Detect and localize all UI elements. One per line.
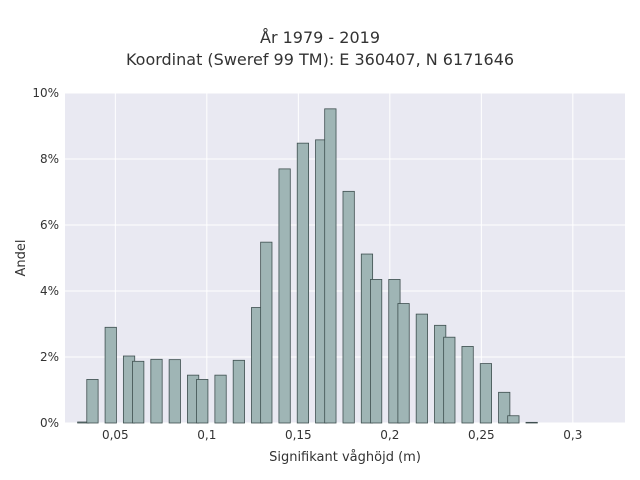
histogram-bar [196, 379, 209, 424]
y-tick-label: 8% [40, 152, 59, 166]
chart-subtitle: Koordinat (Sweref 99 TM): E 360407, N 61… [125, 50, 515, 69]
x-tick-label: 0,15 [285, 428, 312, 442]
histogram-bar [260, 241, 273, 424]
histogram-bar [498, 391, 511, 424]
x-axis-label: Signifikant våghöjd (m) [269, 450, 421, 465]
histogram-bar [278, 168, 291, 424]
x-tick-label: 0,05 [102, 428, 129, 442]
histogram-bar [479, 363, 492, 424]
x-tick-label: 0,2 [380, 428, 399, 442]
y-tick-labels: 0% 2% 4% 6% 8% 10% [32, 86, 59, 430]
y-tick-label: 10% [32, 86, 59, 100]
x-tick-label: 0,1 [197, 428, 216, 442]
histogram-bar [370, 279, 383, 424]
histogram-bar [132, 360, 145, 424]
histogram-bar [214, 374, 227, 424]
y-tick-label: 2% [40, 350, 59, 364]
bars [77, 108, 538, 424]
histogram-bar [296, 142, 309, 424]
histogram-bar [525, 421, 538, 424]
histogram-bar [397, 303, 410, 424]
chart-title: År 1979 - 2019 [260, 28, 380, 47]
histogram-bar [342, 190, 355, 424]
histogram-bar [324, 108, 337, 424]
x-tick-labels: 0,05 0,1 0,15 0,2 0,25 0,3 [102, 428, 582, 442]
histogram-bar [415, 313, 428, 424]
histogram-bar [507, 415, 520, 424]
x-tick-label: 0,3 [563, 428, 582, 442]
histogram-bar [461, 346, 474, 424]
histogram-bar [86, 379, 99, 424]
histogram-bar [443, 336, 456, 424]
y-tick-label: 6% [40, 218, 59, 232]
histogram-bar [168, 359, 181, 424]
histogram-bar [232, 359, 245, 424]
y-axis-label: Andel [14, 240, 29, 277]
histogram-bar [150, 358, 163, 424]
histogram-bar [104, 326, 117, 424]
y-tick-label: 4% [40, 284, 59, 298]
y-tick-label: 0% [40, 416, 59, 430]
x-tick-label: 0,25 [468, 428, 495, 442]
